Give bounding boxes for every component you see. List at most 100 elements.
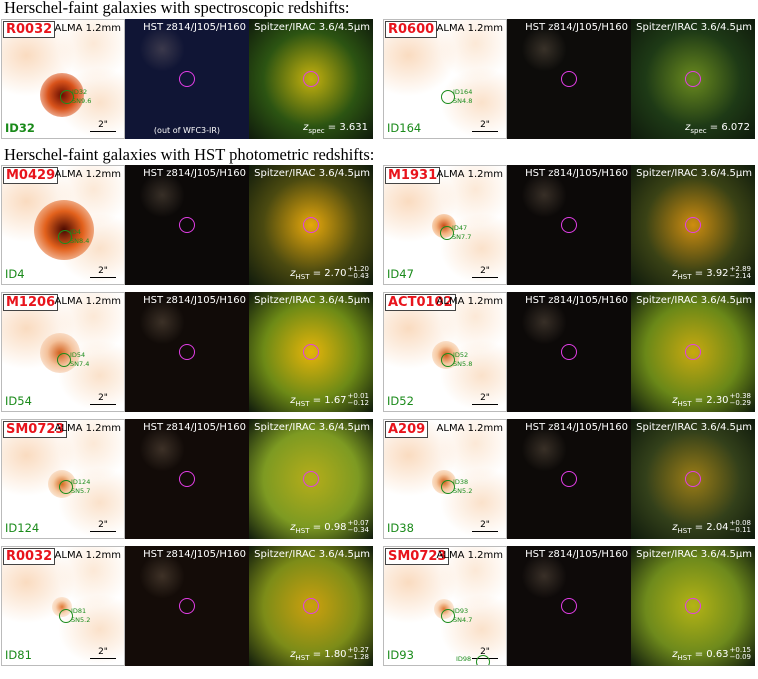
galaxy-marker <box>59 609 73 623</box>
alma-label: ALMA 1.2mm <box>436 169 503 180</box>
scale-line <box>90 131 116 132</box>
source-marker <box>685 471 701 487</box>
cluster-badge: M1931 <box>385 167 441 184</box>
scale-bar: 2" <box>472 393 498 405</box>
z-subscript: HST <box>295 400 310 408</box>
source-marker <box>303 217 319 233</box>
hst-panel: HST z814/J105/H160 <box>507 165 631 285</box>
irac-label: Spitzer/IRAC 3.6/4.5μm <box>636 22 752 33</box>
z-symbol: z <box>672 649 678 660</box>
z-upper-error: +0.27 <box>347 646 369 654</box>
alma-panel: ID93 SN4.7 SM0723 ALMA 1.2mm ID93 2" ID9… <box>383 546 507 666</box>
hst-label: HST z814/J105/H160 <box>525 549 628 560</box>
source-marker <box>561 344 577 360</box>
scale-line <box>90 404 116 405</box>
alma-label: ALMA 1.2mm <box>436 423 503 434</box>
galaxy-marker <box>57 353 71 367</box>
z-value: 1.80 <box>324 649 347 660</box>
irac-label: Spitzer/IRAC 3.6/4.5μm <box>636 549 752 560</box>
scale-line <box>90 277 116 278</box>
tile-id: ID38 <box>387 521 414 535</box>
source-marker <box>561 217 577 233</box>
alma-label: ALMA 1.2mm <box>436 23 503 34</box>
extra-galaxy-marker <box>476 655 490 665</box>
galaxy-id-text: ID54 <box>70 351 86 359</box>
galaxy-id-text: ID52 <box>453 351 469 359</box>
alma-panel: ID38 SN5.2 A209 ALMA 1.2mm ID38 2" <box>383 419 507 539</box>
z-symbol: z <box>290 395 296 406</box>
galaxy-tile: ID124 SN5.7 SM0723 ALMA 1.2mm ID124 2" H… <box>1 419 373 539</box>
z-value: 3.92 <box>706 268 729 279</box>
source-marker <box>685 217 701 233</box>
irac-label: Spitzer/IRAC 3.6/4.5μm <box>636 295 752 306</box>
galaxy-id-text: ID81 <box>71 607 87 615</box>
alma-label: ALMA 1.2mm <box>436 550 503 561</box>
alma-panel: ID164 SN4.8 R0600 ALMA 1.2mm ID164 2" <box>383 19 507 139</box>
redshift-label: zHST = 2.30+0.38 −0.29 <box>672 392 751 409</box>
hst-panel: HST z814/J105/H160 (out of WFC3-IR) <box>125 19 249 139</box>
extra-galaxy-label: ID98 <box>456 655 472 663</box>
galaxy-id-text: ID93 <box>453 607 469 615</box>
scale-bar: 2" <box>472 266 498 278</box>
z-subscript: HST <box>677 527 692 535</box>
irac-panel: Spitzer/IRAC 3.6/4.5μm zHST = 0.98+0.07−… <box>249 419 373 539</box>
hst-label: HST z814/J105/H160 <box>143 422 246 433</box>
scale-label: 2" <box>480 647 490 657</box>
scale-bar: 2" <box>472 120 498 132</box>
phot-header: Herschel-faint galaxies with HST photome… <box>4 145 375 164</box>
irac-panel: Spitzer/IRAC 3.6/4.5μm zspec = 3.631 <box>249 19 373 139</box>
source-marker <box>561 71 577 87</box>
z-lower-error: −1.28 <box>347 653 369 661</box>
hst-panel: HST z814/J105/H160 <box>125 292 249 412</box>
alma-label: ALMA 1.2mm <box>54 550 121 561</box>
redshift-label: zHST = 2.70+1.20 −0.43 <box>290 265 369 282</box>
alma-panel: ID81 SN5.2 R0032 ALMA 1.2mm ID81 2" <box>1 546 125 666</box>
scale-label: 2" <box>98 393 108 403</box>
z-subscript: HST <box>295 527 310 535</box>
scale-bar: 2" <box>90 393 116 405</box>
source-marker <box>685 598 701 614</box>
z-lower-error: −0.09 <box>729 653 751 661</box>
galaxy-marker <box>441 609 455 623</box>
z-value: 0.98 <box>324 522 347 533</box>
snr-text: SN8.4 <box>70 237 90 245</box>
z-subscript: spec <box>690 127 707 135</box>
hst-panel: HST z814/J105/H160 <box>507 292 631 412</box>
hst-label: HST z814/J105/H160 <box>143 295 246 306</box>
source-marker <box>303 71 319 87</box>
z-subscript: HST <box>295 654 310 662</box>
z-value: 0.63 <box>706 649 729 660</box>
scale-label: 2" <box>480 266 490 276</box>
alma-label: ALMA 1.2mm <box>54 169 121 180</box>
z-lower-error: −0.12 <box>347 399 369 407</box>
tile-id: ID47 <box>387 267 414 281</box>
hst-label: HST z814/J105/H160 <box>143 549 246 560</box>
source-marker <box>179 344 195 360</box>
z-symbol: z <box>672 522 678 533</box>
irac-panel: Spitzer/IRAC 3.6/4.5μm zHST = 1.67+0.01−… <box>249 292 373 412</box>
hst-panel: HST z814/J105/H160 <box>507 419 631 539</box>
tile-id: ID54 <box>5 394 32 408</box>
hst-panel: HST z814/J105/H160 <box>125 419 249 539</box>
irac-label: Spitzer/IRAC 3.6/4.5μm <box>636 168 752 179</box>
scale-line <box>472 531 498 532</box>
source-marker <box>561 598 577 614</box>
galaxy-id-label: ID124 SN5.7 <box>71 478 90 496</box>
galaxy-tile: ID54 SN7.4 M1206 ALMA 1.2mm ID54 2" HST … <box>1 292 373 412</box>
galaxy-id-text: ID38 <box>453 478 469 486</box>
z-value: 2.70 <box>324 268 347 279</box>
tile-id: ID93 <box>387 648 414 662</box>
source-marker <box>685 344 701 360</box>
scale-bar: 2" <box>90 520 116 532</box>
cluster-badge: ACT0102 <box>385 294 456 311</box>
cluster-badge: SM0723 <box>385 548 450 565</box>
galaxy-id-text: ID164 <box>453 88 473 96</box>
redshift-label: zHST = 3.92+2.89 −2.14 <box>672 265 751 282</box>
galaxy-tile: ID81 SN5.2 R0032 ALMA 1.2mm ID81 2" HST … <box>1 546 373 666</box>
galaxy-id-text: ID32 <box>72 88 88 96</box>
hst-label: HST z814/J105/H160 <box>525 168 628 179</box>
alma-panel: ID52 SN5.8 ACT0102 ALMA 1.2mm ID52 2" <box>383 292 507 412</box>
galaxy-id-label: ID164 SN4.8 <box>453 88 472 106</box>
z-subscript: HST <box>677 654 692 662</box>
redshift-label: zHST = 0.63+0.15 −0.09 <box>672 646 751 663</box>
